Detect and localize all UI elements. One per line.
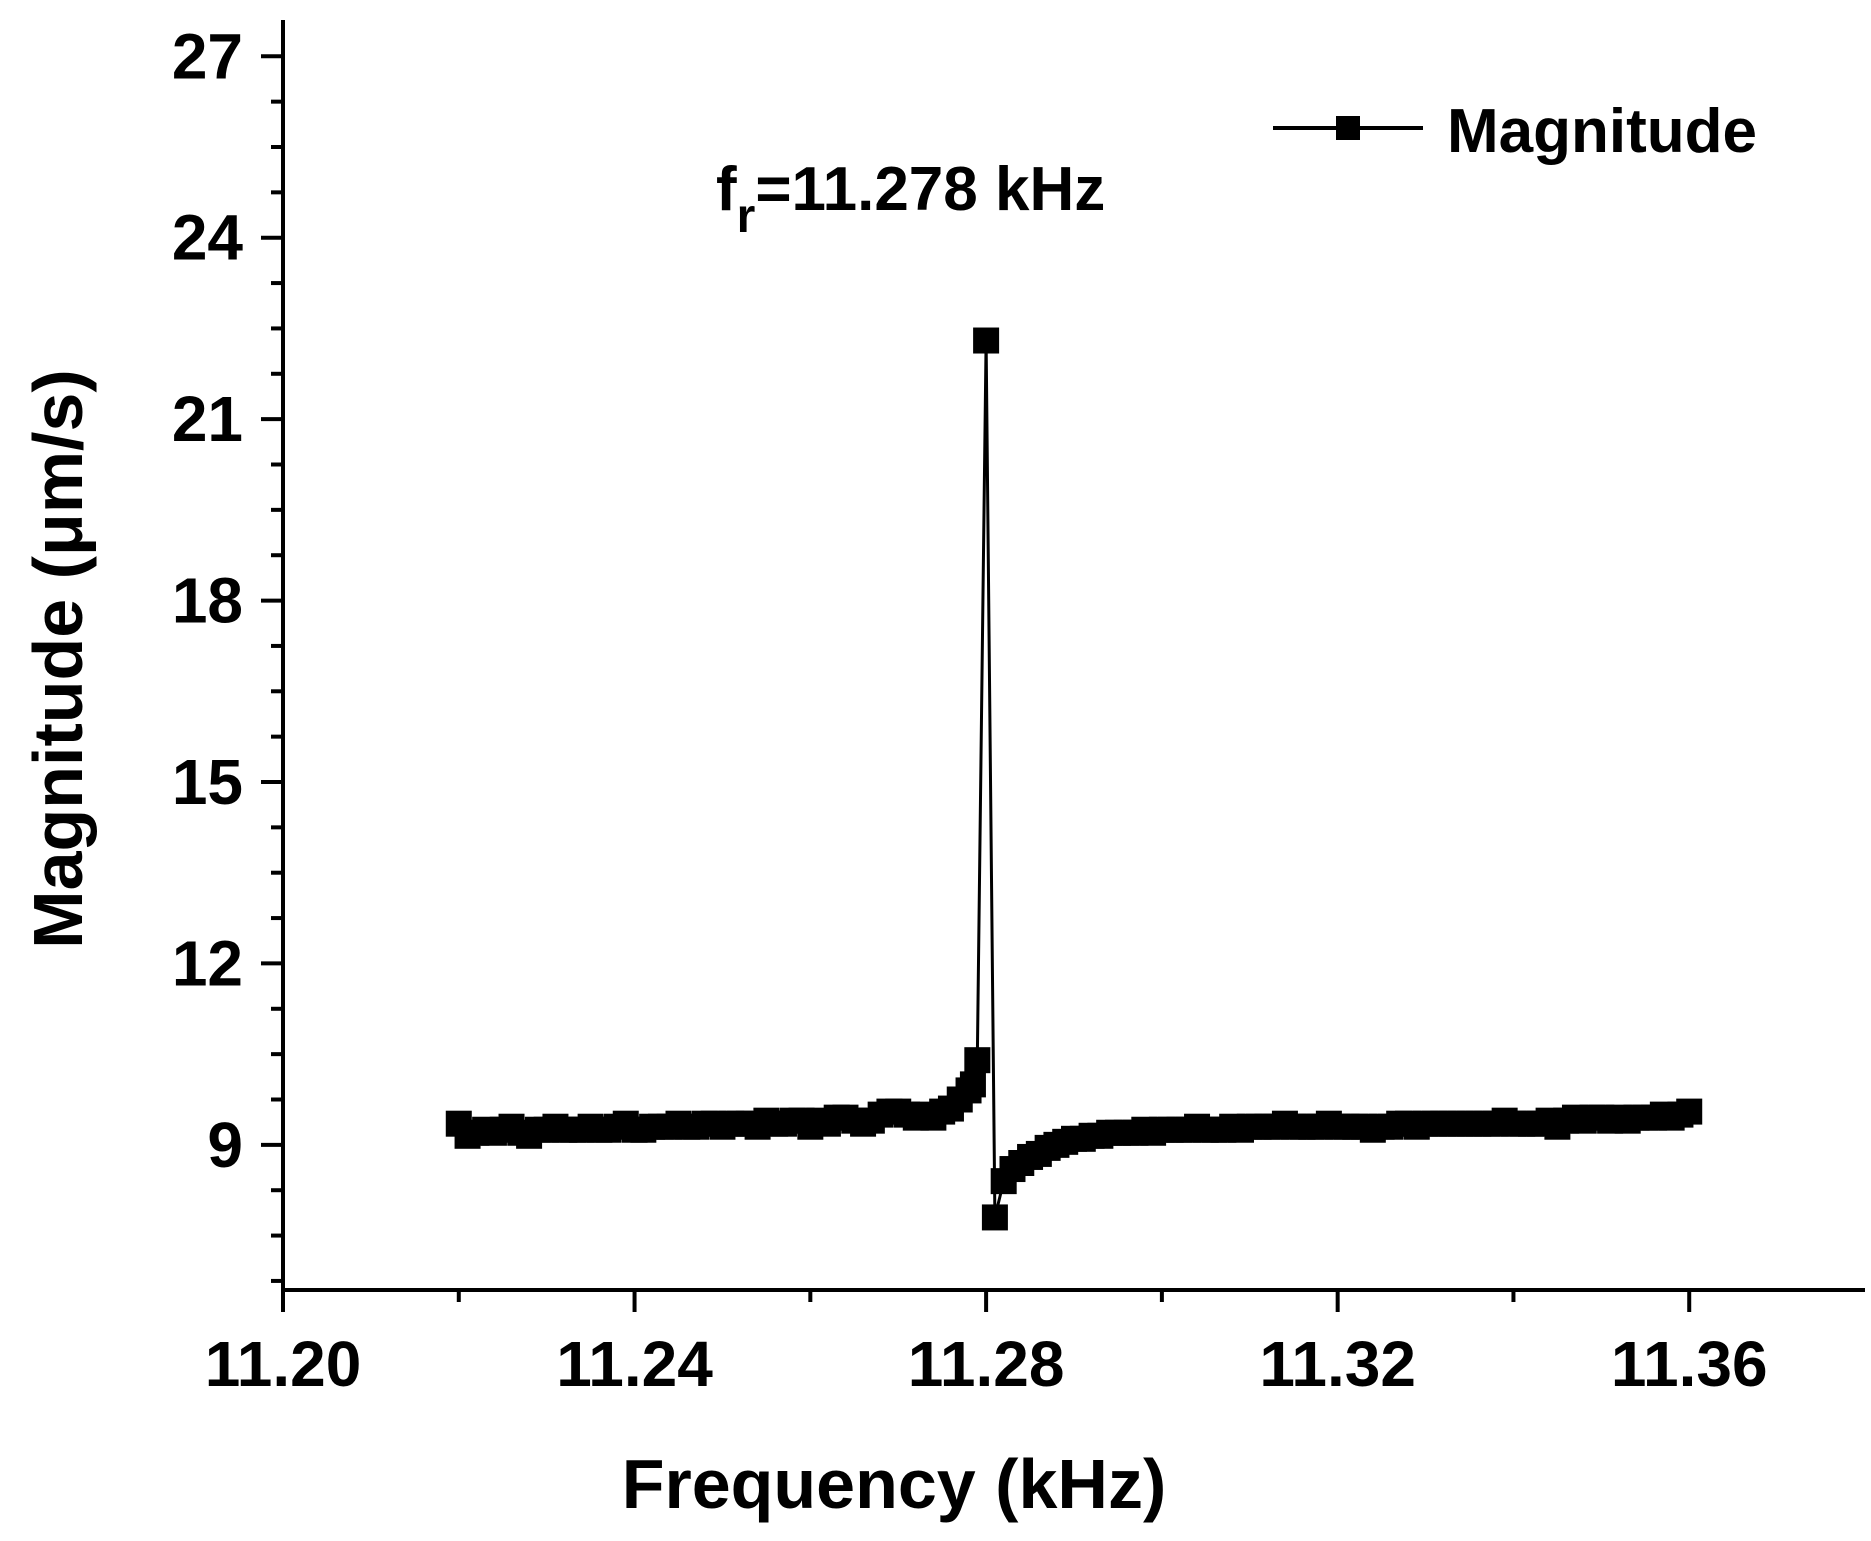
x-tick-label: 11.20 [205, 1328, 362, 1400]
data-point [959, 1071, 986, 1098]
y-tick-label: 24 [172, 202, 244, 274]
data-point [964, 1047, 991, 1074]
y-tick-label: 27 [172, 20, 243, 92]
y-tick-label: 12 [172, 927, 243, 999]
series-magnitude [445, 327, 1703, 1231]
x-tick-label: 11.24 [556, 1328, 713, 1400]
data-point [973, 327, 1000, 354]
tick-labels: 11.20 11.24 11.28 11.32 11.36 9 12 15 18 21 24 27 [172, 20, 1768, 1400]
y-tick-label: 9 [207, 1109, 243, 1181]
x-tick-label: 11.36 [1611, 1328, 1768, 1400]
x-axis-title: Frequency (kHz) [622, 1445, 1167, 1523]
y-tick-label: 18 [172, 565, 243, 637]
axes [281, 20, 1865, 1292]
series-line [457, 340, 1690, 1218]
data-point [1676, 1098, 1703, 1125]
y-tick-label: 15 [172, 746, 243, 818]
x-tick-label: 11.32 [1259, 1328, 1416, 1400]
data-point [981, 1204, 1008, 1231]
legend-marker-icon [1336, 116, 1360, 140]
ticks [261, 54, 1692, 1312]
y-tick-label: 21 [172, 383, 243, 455]
x-tick-label: 11.28 [908, 1328, 1065, 1400]
resonance-annotation: fr=11.278 kHz [716, 155, 1105, 243]
y-axis-title: Magnitude (μm/s) [19, 369, 97, 948]
legend: Magnitude [1273, 97, 1757, 166]
legend-label: Magnitude [1447, 97, 1757, 166]
